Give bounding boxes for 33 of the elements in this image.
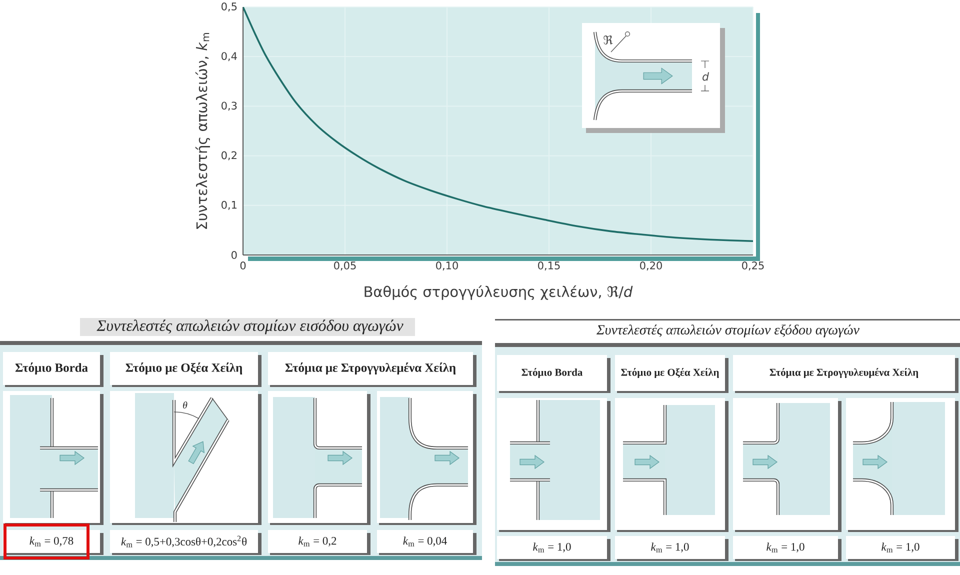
y-tick-label: 0: [232, 251, 237, 259]
text: θ: [183, 401, 188, 409]
x-tick-label: 0,05: [334, 262, 356, 270]
text: k$_{m}$ = 1,0: [766, 542, 804, 552]
text: k$_{m}$ = 0,04: [403, 536, 447, 546]
text: k$_{m}$ = 0,78: [30, 536, 74, 546]
text: Στόμια με Στρογγυλευμένα Χείλη: [770, 368, 918, 378]
x-tick-label: 0,25: [742, 262, 764, 270]
text: Στόμιο με Οξέα Χείλη: [126, 362, 242, 374]
x-tick-label: 0,20: [640, 262, 662, 270]
x-tick-label: 0,10: [436, 262, 458, 270]
y-tick-label: 0,2: [222, 151, 236, 160]
text: k$_{m}$ = 1,0: [882, 542, 920, 552]
annotation: d: [702, 72, 710, 81]
text: k$_{m}$ = 0,5+0,3cosθ+0,2cos$^{2}$θ: [121, 536, 247, 548]
y-tick-label: 0,5: [222, 2, 237, 12]
text: Συντελεστές απωλειών στομίων εξόδου αγωγών: [596, 324, 860, 338]
x-axis-title: Βαθμός στρογγύλευσης χειλέων, ℜ/d: [364, 285, 633, 300]
x-tick-label: 0: [240, 262, 246, 270]
text: Στόμια με Στρογγυλεμένα Χείλη: [285, 362, 456, 374]
text: k$_{m}$ = 1,0: [651, 542, 689, 552]
y-tick-label: 0,1: [222, 200, 237, 210]
annotation: ℜ: [604, 35, 613, 45]
text: Στόμιο με Οξέα Χείλη: [621, 368, 719, 378]
text: k$_{m}$ = 0,2: [298, 536, 336, 546]
x-tick-label: 0,15: [538, 262, 560, 270]
text: Στόμιο Borda: [522, 368, 582, 378]
y-tick-label: 0,4: [222, 52, 237, 62]
text: k$_{m}$ = 1,0: [533, 542, 571, 552]
y-axis-title: Συντελεστής απωλειών, k$_{m}$: [195, 33, 210, 229]
text: Συντελεστές απωλειών στομίων εισόδου αγωγών: [96, 320, 404, 334]
y-tick-label: 0,3: [222, 102, 237, 111]
text: Στόμιο Borda: [15, 362, 88, 374]
